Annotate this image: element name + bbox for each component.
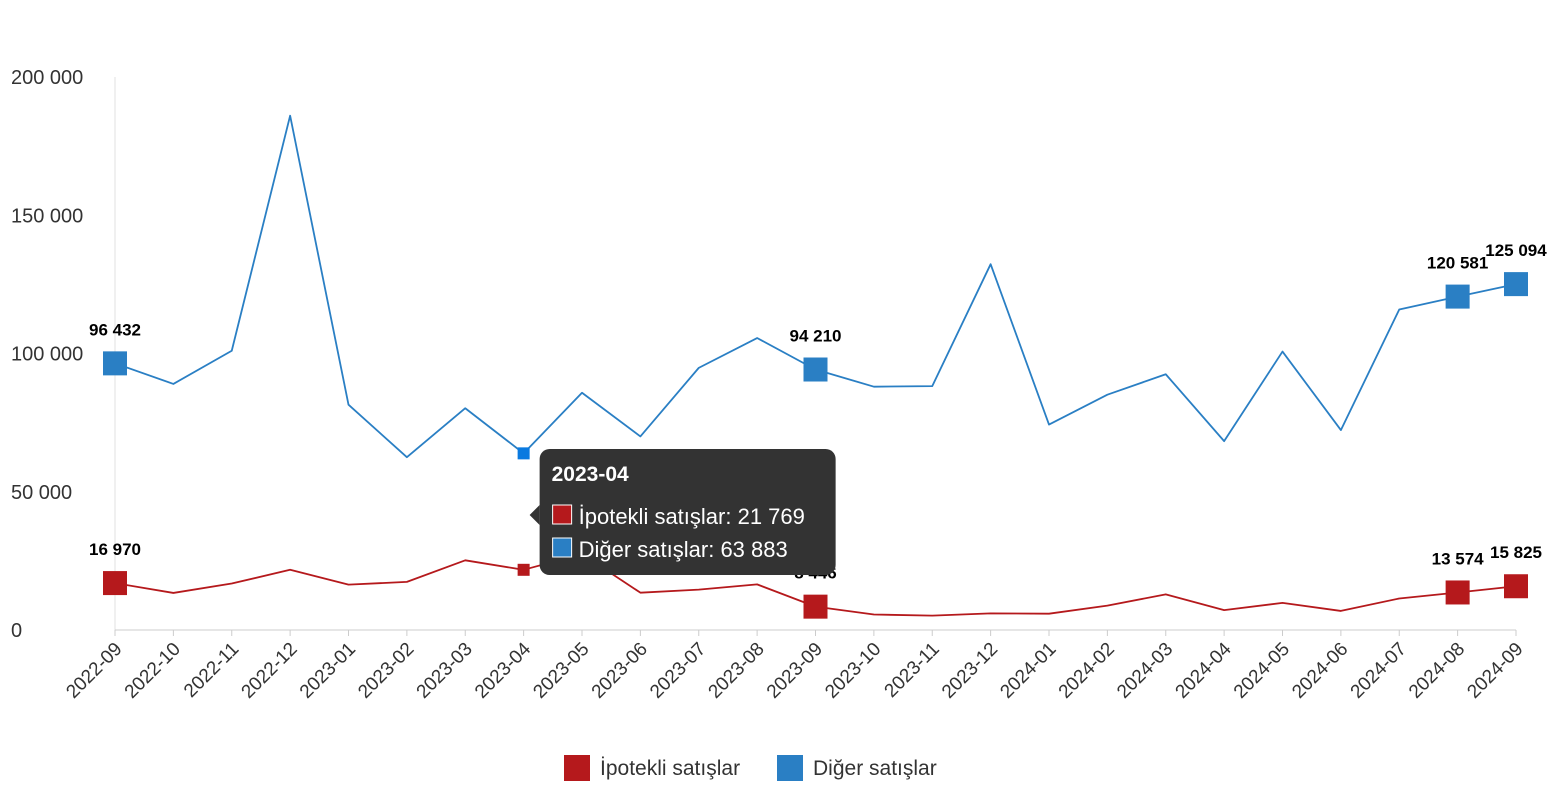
tooltip-swatch xyxy=(552,537,573,558)
data-point-marker[interactable] xyxy=(1445,284,1470,309)
x-tick-label: 2022-12 xyxy=(238,639,302,703)
tooltip-line: Diğer satışlar: 63 883 xyxy=(579,537,788,562)
x-tick-label: 2024-05 xyxy=(1230,639,1294,703)
data-label: 94 210 xyxy=(790,327,842,346)
x-tick-label: 2024-03 xyxy=(1113,639,1177,703)
data-label: 16 970 xyxy=(89,540,141,559)
tooltip-box xyxy=(539,449,836,575)
y-tick-label: 0 xyxy=(11,620,22,642)
legend-label: Diğer satışlar xyxy=(813,757,937,780)
legend-swatch xyxy=(564,755,590,781)
x-axis: 2022-092022-102022-112022-122023-012023-… xyxy=(62,629,1528,703)
legend-item[interactable]: Diğer satışlar xyxy=(777,755,937,781)
x-tick-label: 2023-11 xyxy=(881,639,944,702)
data-point-marker[interactable] xyxy=(803,594,828,619)
tooltip-pointer xyxy=(529,505,540,525)
x-tick-label: 2023-09 xyxy=(763,639,827,703)
legend-item[interactable]: İpotekli satışlar xyxy=(564,755,740,781)
data-point-marker[interactable] xyxy=(1504,272,1528,297)
x-tick-label: 2022-10 xyxy=(121,639,185,703)
x-tick-label: 2024-02 xyxy=(1055,639,1119,703)
data-point-marker[interactable] xyxy=(103,571,127,596)
y-axis: 0 50 000 100 000 150 000 200 000 xyxy=(11,67,116,642)
y-tick-label: 150 000 xyxy=(11,205,83,227)
legend-label: İpotekli satışlar xyxy=(600,757,740,780)
data-label: 13 574 xyxy=(1432,549,1485,568)
y-tick-label: 50 000 xyxy=(11,482,72,504)
data-point-marker[interactable] xyxy=(1445,580,1470,605)
data-point-marker[interactable] xyxy=(803,357,828,382)
x-tick-label: 2023-08 xyxy=(705,639,769,703)
x-tick-label: 2023-04 xyxy=(471,638,535,702)
x-tick-label: 2023-10 xyxy=(821,639,885,703)
tooltip-title: 2023-04 xyxy=(552,463,629,486)
data-label: 96 432 xyxy=(89,320,141,339)
data-point-marker[interactable] xyxy=(1504,574,1528,599)
series-line xyxy=(114,114,1517,459)
x-tick-label: 2024-07 xyxy=(1347,639,1411,703)
series-2 xyxy=(103,114,1528,459)
x-tick-label: 2024-01 xyxy=(996,639,1060,703)
hover-marker[interactable] xyxy=(517,563,530,576)
x-tick-label: 2024-09 xyxy=(1463,639,1527,703)
x-tick-label: 2022-09 xyxy=(62,639,126,703)
x-tick-label: 2023-05 xyxy=(529,639,593,703)
series-1 xyxy=(103,553,1528,619)
legend[interactable]: İpotekli satışlar Diğer satışlar xyxy=(564,755,937,781)
hover-marker[interactable] xyxy=(517,447,530,460)
tooltip-swatch xyxy=(552,504,573,525)
x-tick-label: 2024-06 xyxy=(1288,639,1352,703)
data-label: 120 581 xyxy=(1427,254,1488,273)
x-tick-label: 2023-06 xyxy=(588,639,652,703)
x-tick-label: 2023-07 xyxy=(646,639,710,703)
series-layer xyxy=(103,114,1528,619)
x-tick-label: 2023-01 xyxy=(296,639,360,703)
data-point-marker[interactable] xyxy=(103,351,127,376)
tooltip-line: İpotekli satışlar: 21 769 xyxy=(579,504,805,529)
x-tick-label: 2023-02 xyxy=(354,639,418,703)
y-tick-label: 200 000 xyxy=(11,67,83,89)
tooltip: 2023-04 İpotekli satışlar: 21 769 Diğer sa… xyxy=(517,447,836,576)
x-tick-label: 2023-12 xyxy=(938,639,1002,703)
data-label: 125 094 xyxy=(1485,241,1547,260)
x-tick-label: 2022-11 xyxy=(180,639,243,702)
data-label: 15 825 xyxy=(1490,543,1542,562)
x-tick-label: 2024-04 xyxy=(1172,638,1236,702)
x-tick-label: 2023-03 xyxy=(413,639,477,703)
x-tick-label: 2024-08 xyxy=(1405,639,1469,703)
legend-swatch xyxy=(777,755,803,781)
y-tick-label: 100 000 xyxy=(11,344,83,366)
